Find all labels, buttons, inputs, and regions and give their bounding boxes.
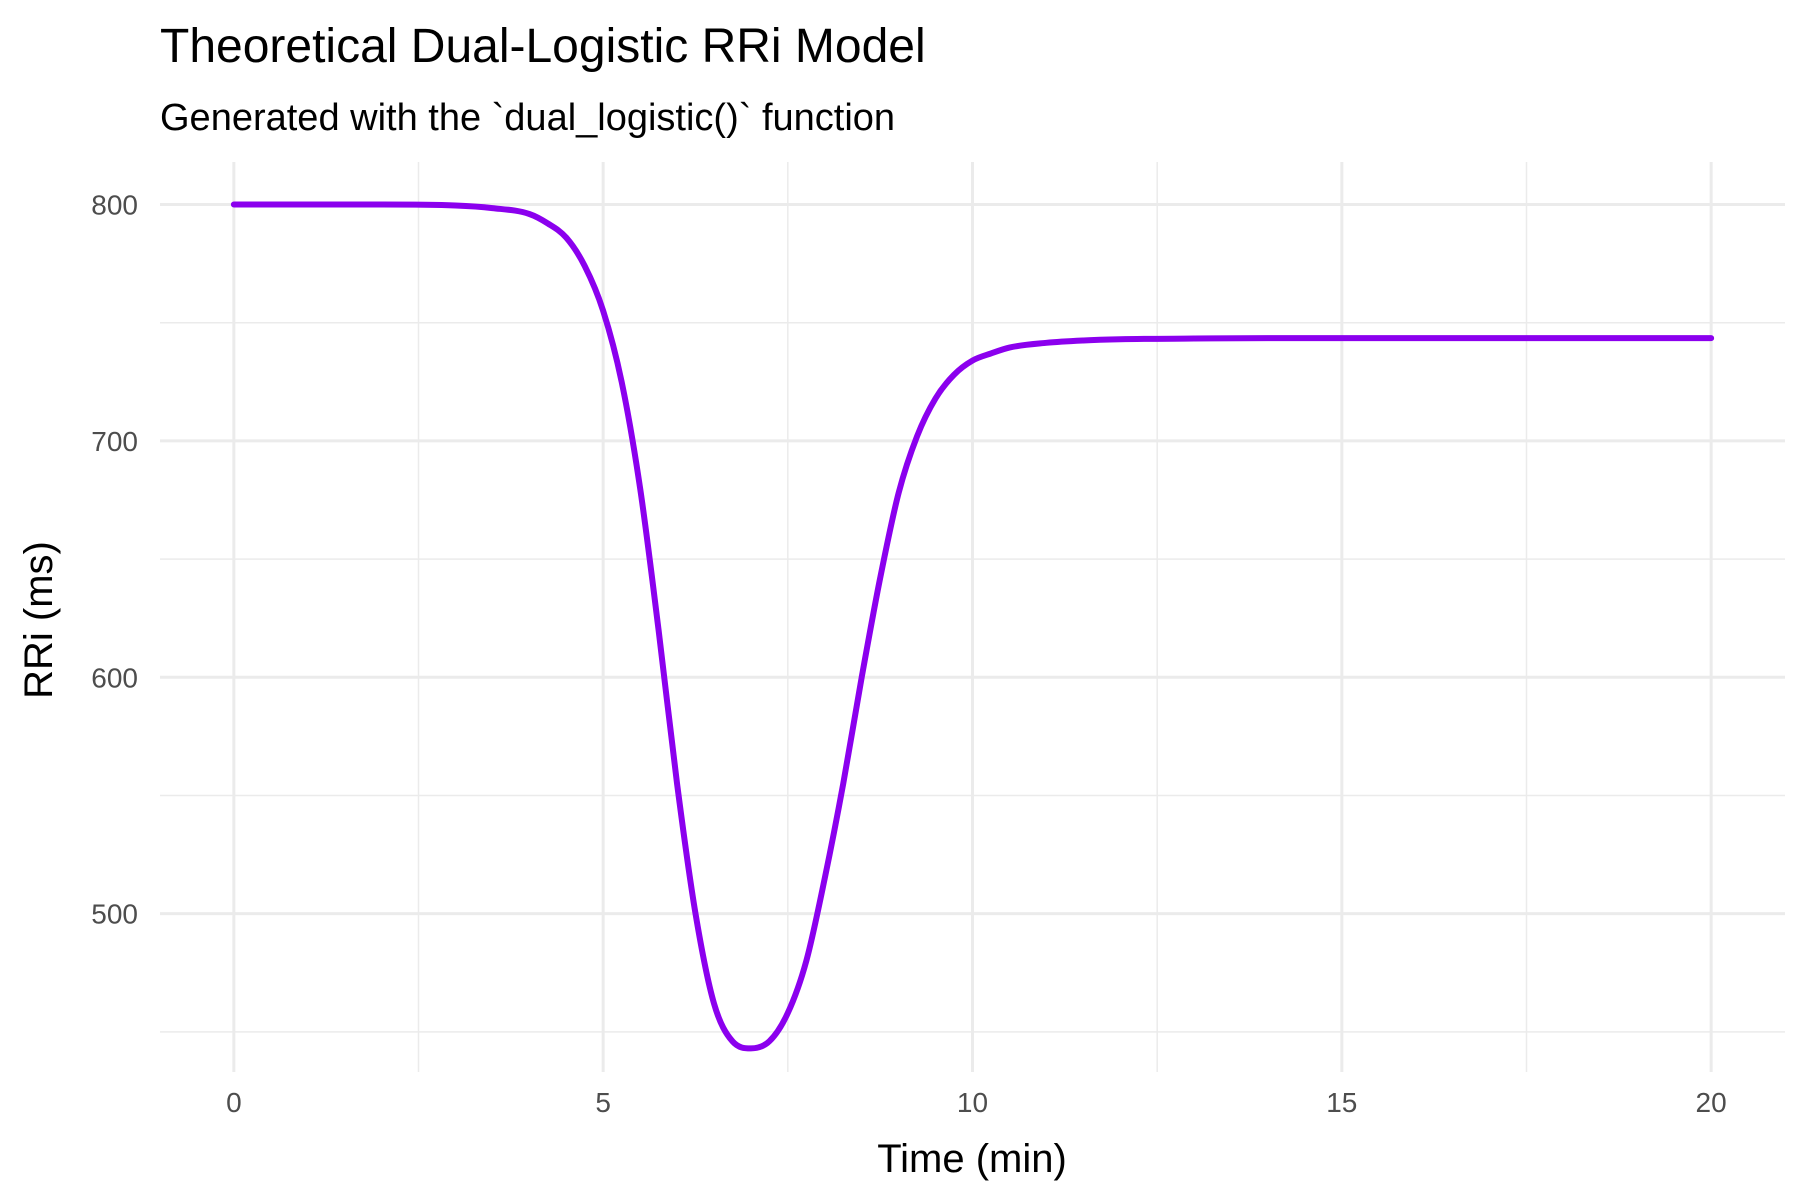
x-tick-label: 20 [1696, 1087, 1727, 1118]
y-tick-label: 500 [91, 899, 138, 930]
x-tick-label: 5 [595, 1087, 611, 1118]
y-axis-title: RRi (ms) [17, 541, 61, 699]
chart-title: Theoretical Dual-Logistic RRi Model [160, 20, 926, 73]
y-tick-label: 700 [91, 426, 138, 457]
plot-series [230, 201, 1715, 1052]
x-axis-title: Time (min) [877, 1137, 1067, 1181]
major-gridlines [160, 162, 1785, 1072]
chart-subtitle: Generated with the `dual_logistic()` fun… [160, 97, 895, 139]
y-axis-tick-labels: 500 600 700 800 [91, 190, 138, 930]
y-tick-label: 800 [91, 190, 138, 221]
x-tick-label: 15 [1326, 1087, 1357, 1118]
x-axis-tick-labels: 0 5 10 15 20 [226, 1087, 1727, 1118]
x-tick-label: 0 [226, 1087, 242, 1118]
x-tick-label: 10 [957, 1087, 988, 1118]
y-tick-label: 600 [91, 662, 138, 693]
rri-series-line [230, 201, 1715, 1052]
